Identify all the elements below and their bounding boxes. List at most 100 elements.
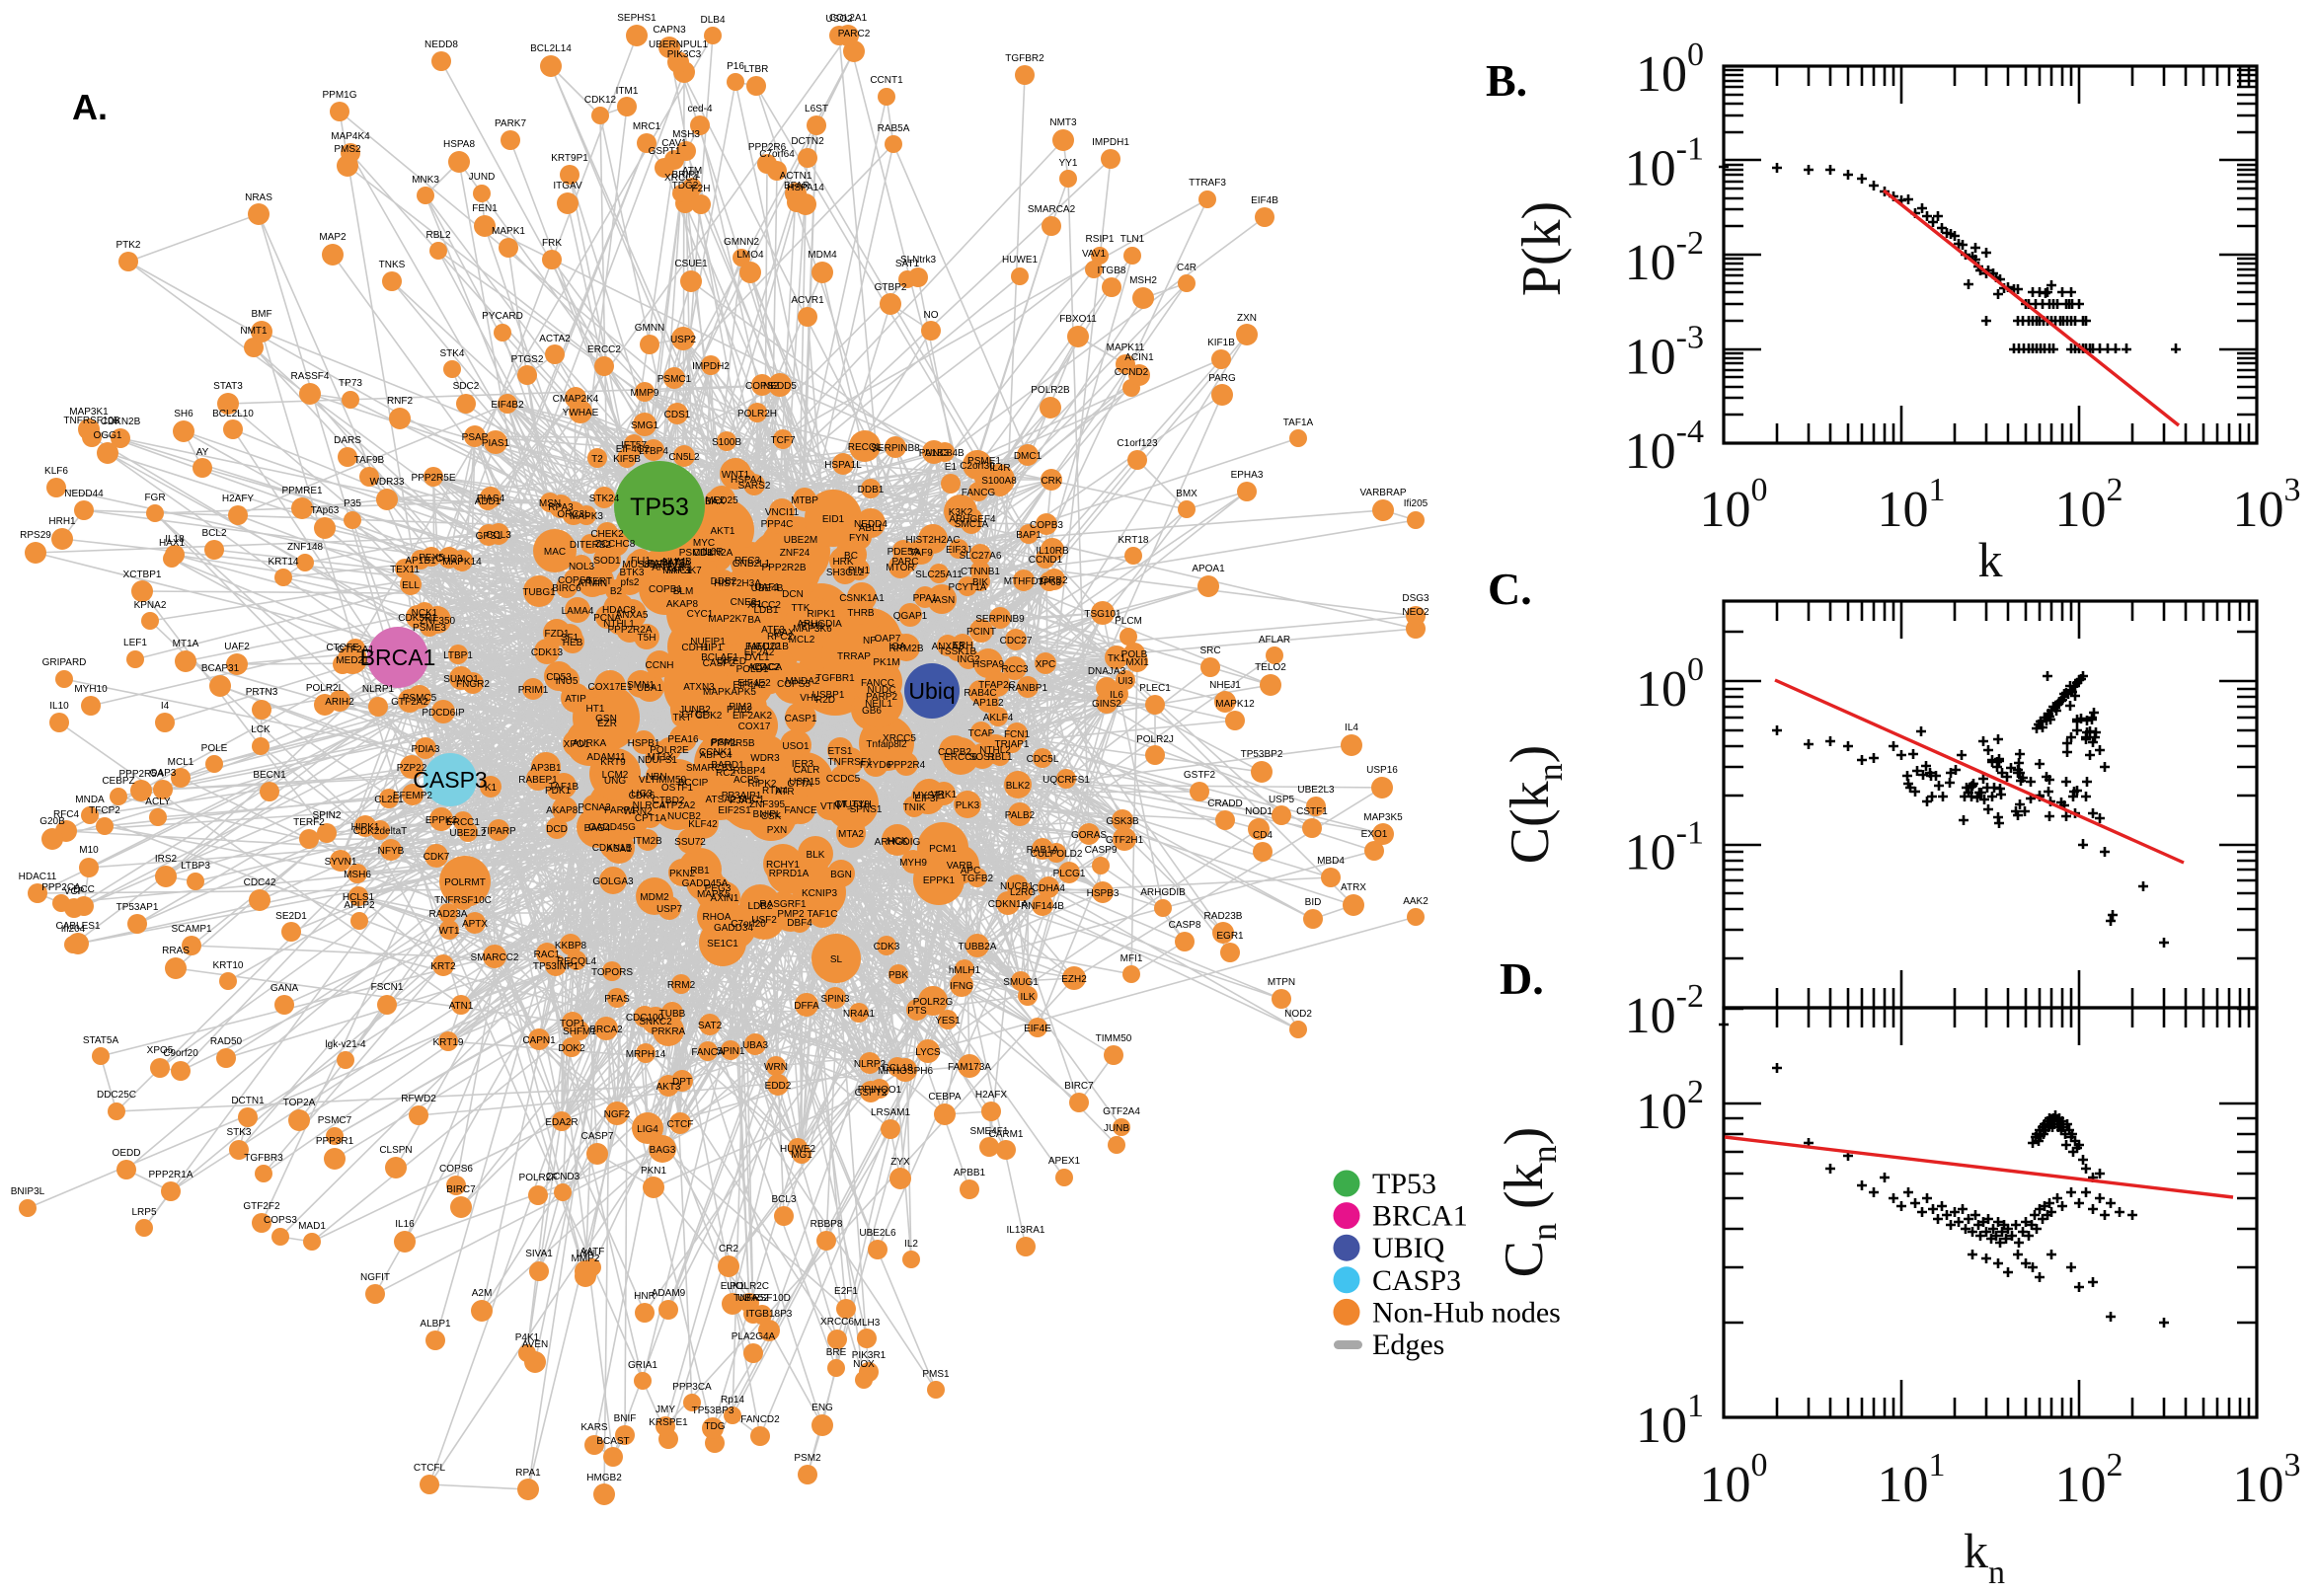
svg-text:CDK5R1: CDK5R1 bbox=[398, 613, 437, 624]
svg-text:MDM2: MDM2 bbox=[640, 892, 669, 903]
svg-text:SMARCB1: SMARCB1 bbox=[686, 763, 734, 774]
svg-text:USP7: USP7 bbox=[656, 904, 683, 915]
svg-text:CDS1: CDS1 bbox=[664, 410, 691, 420]
svg-text:PSAP: PSAP bbox=[462, 432, 489, 443]
svg-text:CASP1: CASP1 bbox=[785, 714, 817, 724]
svg-text:COPS6: COPS6 bbox=[439, 1164, 473, 1175]
svg-text:EGR1: EGR1 bbox=[1216, 931, 1244, 942]
svg-text:CHEK2: CHEK2 bbox=[590, 529, 624, 540]
svg-text:KRT18: KRT18 bbox=[1119, 535, 1149, 546]
svg-text:AKAP8: AKAP8 bbox=[666, 599, 699, 610]
svg-text:PLA2G4A: PLA2G4A bbox=[732, 1331, 776, 1342]
svg-text:ADAM9: ADAM9 bbox=[652, 1288, 686, 1299]
svg-text:ITGB8: ITGB8 bbox=[1098, 266, 1126, 276]
svg-text:TCF7: TCF7 bbox=[771, 435, 796, 446]
svg-text:HIST2H2AC: HIST2H2AC bbox=[905, 535, 960, 546]
svg-text:PCM1: PCM1 bbox=[929, 844, 957, 855]
svg-text:BAP1: BAP1 bbox=[1016, 530, 1042, 541]
svg-text:SLC27A6: SLC27A6 bbox=[960, 551, 1002, 562]
svg-text:BNIF: BNIF bbox=[614, 1413, 637, 1424]
svg-text:POLR2G: POLR2G bbox=[913, 997, 954, 1008]
svg-text:CMAP2K4: CMAP2K4 bbox=[553, 394, 599, 405]
svg-text:EIF2S1: EIF2S1 bbox=[718, 805, 751, 816]
svg-text:ACTA2: ACTA2 bbox=[539, 334, 571, 344]
svg-text:SL: SL bbox=[830, 954, 843, 965]
svg-text:PPP3CA: PPP3CA bbox=[672, 1382, 712, 1393]
svg-text:NHEJ1: NHEJ1 bbox=[1209, 680, 1241, 691]
svg-text:MSH2: MSH2 bbox=[1129, 275, 1157, 286]
svg-text:STAT3: STAT3 bbox=[213, 381, 243, 392]
svg-text:SERPINB8: SERPINB8 bbox=[871, 443, 920, 454]
svg-text:HRH1: HRH1 bbox=[48, 516, 76, 527]
svg-text:QGAP1: QGAP1 bbox=[893, 611, 928, 622]
svg-text:CTCFL: CTCFL bbox=[414, 1463, 446, 1474]
svg-text:RIPK1: RIPK1 bbox=[808, 609, 836, 620]
svg-text:CSTF1: CSTF1 bbox=[1296, 806, 1328, 817]
svg-text:CL2L1: CL2L1 bbox=[374, 795, 404, 805]
svg-text:ZYX: ZYX bbox=[890, 1157, 910, 1168]
svg-text:IOA: IOA bbox=[888, 642, 906, 652]
svg-text:DCN: DCN bbox=[782, 589, 804, 600]
svg-text:IMPDH2: IMPDH2 bbox=[692, 361, 730, 372]
svg-text:ITGB18P3: ITGB18P3 bbox=[746, 1309, 793, 1320]
svg-text:AP3B1: AP3B1 bbox=[530, 763, 562, 774]
svg-text:CASP9: CASP9 bbox=[1085, 845, 1118, 856]
svg-text:JUND: JUND bbox=[469, 172, 496, 183]
svg-text:BRCA1: BRCA1 bbox=[1372, 1200, 1468, 1233]
svg-text:TP53BP2: TP53BP2 bbox=[1241, 749, 1283, 760]
svg-text:VLTIMM50: VLTIMM50 bbox=[639, 775, 687, 786]
svg-text:RASSF4: RASSF4 bbox=[291, 371, 330, 382]
svg-text:NRAS: NRAS bbox=[245, 192, 272, 203]
svg-text:RAD23B: RAD23B bbox=[1204, 911, 1243, 922]
svg-text:MAPK12: MAPK12 bbox=[1215, 699, 1255, 710]
svg-text:FCN1: FCN1 bbox=[1004, 729, 1031, 740]
svg-text:RBL1: RBL1 bbox=[987, 752, 1012, 763]
svg-text:UBA1: UBA1 bbox=[637, 683, 663, 694]
svg-text:SMARCC2: SMARCC2 bbox=[471, 952, 519, 963]
svg-text:MYH10: MYH10 bbox=[74, 684, 108, 695]
svg-text:NOL3: NOL3 bbox=[569, 562, 595, 572]
svg-text:FBXO11: FBXO11 bbox=[1059, 314, 1097, 325]
svg-text:HRK: HRK bbox=[832, 557, 853, 568]
svg-text:PKN1: PKN1 bbox=[641, 1166, 667, 1177]
svg-text:FANCD2: FANCD2 bbox=[740, 1414, 780, 1425]
svg-text:MTHFD1: MTHFD1 bbox=[1004, 576, 1044, 587]
svg-text:HEB: HEB bbox=[563, 638, 583, 648]
svg-text:ACLY: ACLY bbox=[145, 797, 171, 807]
svg-text:ENG: ENG bbox=[811, 1403, 833, 1413]
svg-text:MAC: MAC bbox=[544, 547, 566, 558]
svg-text:IL10: IL10 bbox=[49, 701, 69, 712]
svg-text:ING2: ING2 bbox=[957, 654, 980, 665]
svg-text:TUBG1: TUBG1 bbox=[522, 587, 556, 598]
svg-text:AP1B1: AP1B1 bbox=[405, 556, 436, 567]
svg-text:ERCC2: ERCC2 bbox=[587, 344, 621, 355]
svg-text:BAG3: BAG3 bbox=[650, 1145, 676, 1156]
svg-text:NLRP2: NLRP2 bbox=[854, 1059, 887, 1070]
svg-text:FAM173A: FAM173A bbox=[948, 1062, 991, 1073]
svg-text:TAF1C: TAF1C bbox=[808, 909, 838, 920]
svg-text:M10: M10 bbox=[79, 845, 99, 856]
svg-text:lgk-v21-4: lgk-v21-4 bbox=[325, 1039, 366, 1050]
svg-text:TNFRSF10B: TNFRSF10B bbox=[63, 416, 120, 426]
svg-text:NGFIT: NGFIT bbox=[360, 1272, 390, 1283]
svg-text:ced-4: ced-4 bbox=[687, 104, 712, 114]
svg-text:PIM1: PIM1 bbox=[801, 621, 824, 632]
svg-text:NLRP1: NLRP1 bbox=[362, 684, 395, 695]
svg-text:CASP8: CASP8 bbox=[1169, 920, 1201, 931]
svg-text:MMP9: MMP9 bbox=[631, 388, 659, 399]
svg-text:UBERNPUL1: UBERNPUL1 bbox=[649, 39, 708, 50]
svg-text:HUWE1: HUWE1 bbox=[1002, 255, 1039, 266]
svg-text:TGFBR3: TGFBR3 bbox=[244, 1153, 283, 1164]
svg-text:RSIP1: RSIP1 bbox=[1086, 234, 1115, 245]
svg-text:EIF2AK2: EIF2AK2 bbox=[733, 711, 772, 722]
svg-text:CDK2: CDK2 bbox=[696, 711, 723, 722]
svg-text:KIF1B: KIF1B bbox=[1207, 338, 1235, 348]
svg-text:ITM1: ITM1 bbox=[616, 86, 639, 97]
svg-text:TP73: TP73 bbox=[339, 378, 362, 389]
svg-text:EDA2R: EDA2R bbox=[545, 1117, 578, 1128]
svg-text:LCK: LCK bbox=[251, 724, 270, 735]
svg-text:TGFB2: TGFB2 bbox=[962, 874, 994, 884]
svg-text:CDK6: CDK6 bbox=[629, 791, 656, 801]
svg-text:NUCB1: NUCB1 bbox=[1000, 881, 1034, 892]
svg-text:DCTN1: DCTN1 bbox=[231, 1096, 265, 1106]
